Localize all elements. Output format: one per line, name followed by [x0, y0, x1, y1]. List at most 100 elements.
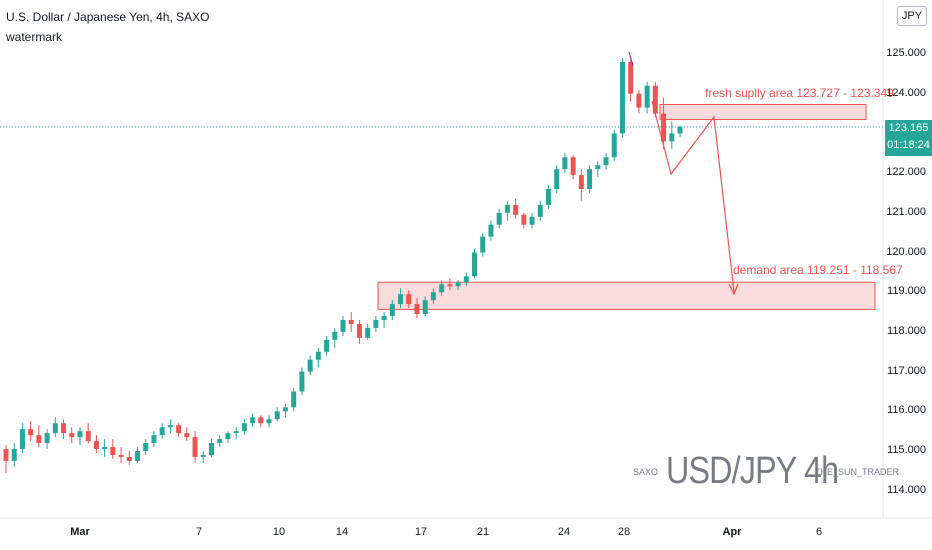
candle-body	[611, 133, 617, 158]
candle-body	[93, 441, 99, 450]
candle	[225, 431, 231, 444]
candle	[11, 443, 17, 467]
candle	[521, 212, 527, 229]
candle	[545, 185, 551, 209]
candle-body	[315, 351, 321, 360]
candle-body	[480, 236, 486, 253]
candle-body	[176, 425, 182, 434]
candle	[282, 403, 288, 418]
candle	[118, 447, 124, 463]
candle-body	[570, 157, 576, 176]
candle-body	[266, 419, 272, 424]
candle	[488, 220, 494, 241]
price-tick-label: 121.000	[886, 205, 926, 218]
candle	[258, 415, 264, 428]
candle	[167, 419, 173, 434]
candle-body	[562, 157, 568, 170]
candle-body	[85, 431, 91, 442]
time-tick-label: Mar	[70, 526, 90, 538]
candle-body	[274, 411, 280, 420]
candle-body	[102, 447, 108, 450]
candle-body	[291, 391, 297, 408]
candle	[611, 129, 617, 162]
candle-body	[603, 157, 609, 166]
candle-body	[430, 292, 436, 301]
price-tick-label: 114.000	[887, 483, 926, 496]
candle	[52, 417, 58, 438]
supply-zone	[659, 104, 867, 121]
candle	[422, 296, 428, 317]
candle-body	[595, 165, 601, 170]
time-tick-label: 28	[617, 526, 631, 538]
candle-body	[636, 93, 642, 108]
candle	[266, 415, 272, 428]
candle-body	[521, 214, 527, 225]
candle	[192, 431, 198, 463]
candle-body	[225, 433, 231, 440]
candle-body	[69, 433, 75, 438]
candle-body	[332, 331, 338, 340]
candle-body	[348, 319, 354, 324]
candle-body	[52, 423, 58, 434]
candle-body	[307, 359, 313, 372]
candle-body	[447, 284, 453, 287]
candle	[644, 81, 650, 114]
candle	[619, 57, 625, 138]
candle	[587, 165, 593, 193]
candle	[85, 423, 91, 444]
candle-body	[143, 443, 149, 451]
candle	[19, 423, 25, 453]
candle-body	[126, 456, 132, 461]
price-tick-label: 120.000	[886, 245, 926, 258]
candle	[291, 387, 297, 412]
candle-body	[151, 435, 157, 444]
candle-body	[36, 435, 42, 444]
candle	[381, 312, 387, 328]
price-tick-label: 119.000	[887, 285, 926, 298]
indicator-name[interactable]: watermark	[6, 30, 63, 44]
demand-zone-label: demand area 119.251 - 118.567	[733, 263, 903, 277]
candle	[69, 427, 75, 444]
watermark-left: SAXO	[633, 467, 659, 477]
candle-body	[241, 423, 247, 432]
candle	[200, 451, 206, 463]
candle-body	[439, 284, 445, 293]
candle-body	[619, 61, 625, 134]
candle	[554, 165, 560, 193]
candle-body	[77, 431, 83, 438]
candle	[373, 316, 379, 332]
candle	[496, 208, 502, 229]
candle-body	[669, 133, 675, 142]
candle	[307, 355, 313, 376]
candle	[414, 298, 420, 319]
candle	[463, 272, 469, 287]
candle	[447, 278, 453, 291]
candle	[143, 439, 149, 455]
candle-body	[652, 85, 658, 114]
candle	[356, 319, 362, 344]
candle	[93, 435, 99, 453]
candle-body	[373, 319, 379, 328]
candle	[176, 423, 182, 438]
candle-body	[488, 224, 494, 237]
candle	[332, 327, 338, 348]
candle	[439, 280, 445, 297]
candle-body	[340, 319, 346, 332]
price-tick-label: 116.000	[887, 404, 926, 417]
candle	[36, 425, 42, 448]
time-tick-label: 17	[414, 526, 428, 538]
candle	[562, 153, 568, 174]
candle-body	[200, 454, 206, 457]
candle	[135, 447, 141, 463]
candle	[208, 439, 214, 457]
candle	[233, 427, 239, 440]
candle-body	[208, 443, 214, 455]
candle-body	[472, 252, 478, 277]
currency-button[interactable]: JPY	[897, 6, 927, 26]
candle	[472, 248, 478, 279]
candle	[661, 97, 667, 150]
candle-body	[217, 439, 223, 444]
supply-zone-label: fresh suplly area 123.727 - 123.349	[705, 86, 894, 100]
